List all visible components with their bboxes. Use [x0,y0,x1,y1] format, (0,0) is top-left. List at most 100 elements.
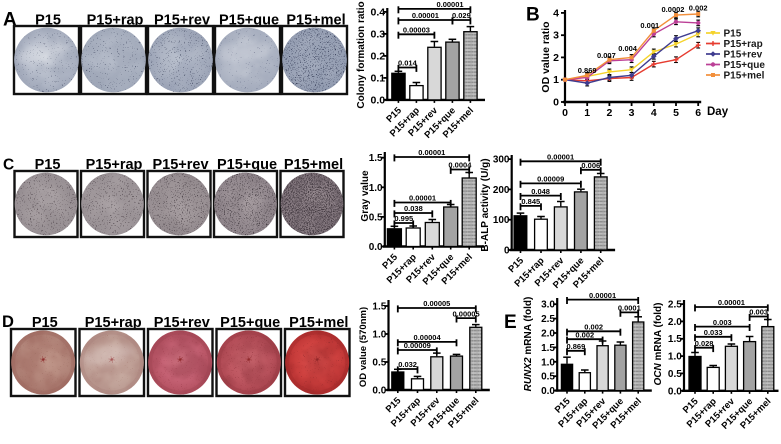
svg-text:0.032: 0.032 [398,360,417,369]
svg-text:RUNX2 mRNA (fold): RUNX2 mRNA (fold) [523,297,534,392]
svg-text:0.00004: 0.00004 [414,333,442,342]
svg-text:0.3: 0.3 [370,28,385,40]
svg-text:0.0: 0.0 [541,386,555,397]
svg-text:P15+rap: P15+rap [86,157,143,173]
svg-text:0.00005: 0.00005 [423,299,450,308]
svg-text:0.033: 0.033 [704,328,723,337]
svg-text:P15+que: P15+que [217,157,277,173]
svg-text:0.2: 0.2 [370,50,385,62]
svg-text:Day: Day [707,106,729,118]
svg-text:0.0: 0.0 [668,386,682,397]
svg-text:P15: P15 [32,315,58,331]
svg-text:2.0: 2.0 [541,329,555,340]
svg-text:0.995: 0.995 [394,214,413,223]
svg-text:0.00003: 0.00003 [403,26,430,35]
svg-text:0.5: 0.5 [668,369,682,380]
svg-text:0.845: 0.845 [521,197,540,206]
svg-text:1.0: 1.0 [372,330,386,341]
svg-text:0.003: 0.003 [713,318,732,327]
svg-text:0.048: 0.048 [531,187,550,196]
svg-text:C: C [3,157,14,174]
svg-text:Colony formation ratio: Colony formation ratio [356,1,367,108]
svg-text:0.0004: 0.0004 [448,161,472,170]
svg-text:P15+rev: P15+rev [152,157,208,173]
svg-text:0.5: 0.5 [369,212,383,223]
svg-text:0.0001: 0.0001 [618,304,641,313]
svg-text:1.0: 1.0 [668,352,682,363]
svg-text:P15+rev: P15+rev [724,50,763,61]
svg-text:4: 4 [651,107,657,119]
svg-text:0.00001: 0.00001 [589,291,616,300]
svg-text:0.0: 0.0 [370,94,385,106]
svg-text:P15+que: P15+que [220,315,280,331]
svg-text:D: D [2,313,14,331]
svg-text:3: 3 [553,30,559,42]
svg-text:0.869: 0.869 [567,342,586,351]
svg-text:0.00001: 0.00001 [418,148,445,157]
svg-text:Gray value: Gray value [360,170,371,222]
svg-text:3: 3 [629,107,635,119]
svg-text:0.028: 0.028 [695,339,714,348]
svg-text:2.0: 2.0 [668,317,682,328]
svg-text:0.00001: 0.00001 [547,153,574,162]
svg-text:2: 2 [606,107,612,119]
svg-text:0.00009: 0.00009 [404,341,431,350]
svg-text:OD value (570nm): OD value (570nm) [358,307,369,387]
svg-text:0.0: 0.0 [369,242,383,253]
svg-text:0: 0 [562,107,568,119]
svg-text:0.006: 0.006 [581,161,600,170]
svg-text:1.0: 1.0 [541,357,555,368]
svg-text:0.00001: 0.00001 [436,0,463,9]
svg-text:300: 300 [493,155,510,166]
svg-text:0.00005: 0.00005 [453,309,480,318]
svg-text:1.5: 1.5 [668,334,682,345]
svg-text:0.4: 0.4 [370,6,385,18]
svg-text:P15+mel: P15+mel [286,13,345,29]
svg-text:0.001: 0.001 [640,21,659,30]
svg-text:2.5: 2.5 [541,314,555,325]
svg-text:0.869: 0.869 [578,66,597,75]
svg-text:P15+mel: P15+mel [724,71,765,82]
svg-text:0.004: 0.004 [618,44,638,53]
svg-text:1: 1 [584,107,590,119]
svg-text:0.00001: 0.00001 [718,298,745,307]
svg-text:OD value ratio: OD value ratio [540,21,552,92]
svg-text:P15+que: P15+que [724,60,766,71]
svg-text:100: 100 [493,215,510,226]
svg-text:B-ALP activity (U/g): B-ALP activity (U/g) [480,158,491,251]
svg-text:6: 6 [695,107,701,119]
svg-text:0.5: 0.5 [372,358,386,369]
svg-text:P15+rev: P15+rev [154,13,210,29]
svg-text:E: E [504,312,517,333]
svg-text:0.029: 0.029 [452,11,471,20]
svg-text:P15+mel: P15+mel [289,315,348,331]
svg-text:0: 0 [504,246,510,257]
svg-text:1.5: 1.5 [369,153,383,164]
svg-text:0.038: 0.038 [404,204,423,213]
svg-text:P15+rap: P15+rap [85,315,142,331]
svg-text:0.003: 0.003 [749,308,768,317]
svg-text:P15+que: P15+que [219,13,279,29]
svg-text:200: 200 [493,185,510,196]
svg-text:0.00001: 0.00001 [409,194,436,203]
svg-text:1: 1 [553,74,559,86]
svg-text:P15+rev: P15+rev [154,315,210,331]
svg-text:0.00001: 0.00001 [412,11,439,20]
svg-text:2.5: 2.5 [668,300,682,311]
svg-text:0.014: 0.014 [398,59,418,68]
svg-text:OCN mRNA (fold): OCN mRNA (fold) [653,303,664,386]
svg-text:0.0: 0.0 [372,386,386,397]
svg-text:5: 5 [673,107,679,119]
svg-text:P15+rap: P15+rap [87,13,144,29]
svg-text:P15: P15 [35,13,61,29]
svg-text:1.5: 1.5 [372,302,386,313]
svg-text:0.1: 0.1 [370,72,385,84]
svg-text:P15+mel: P15+mel [284,157,343,173]
svg-text:3.0: 3.0 [541,300,555,311]
svg-text:4: 4 [553,7,559,19]
svg-text:0.00009: 0.00009 [537,175,564,184]
svg-text:0.0002: 0.0002 [662,5,685,14]
svg-text:1.5: 1.5 [541,343,555,354]
svg-text:1.0: 1.0 [369,183,383,194]
svg-text:0.5: 0.5 [541,372,555,383]
